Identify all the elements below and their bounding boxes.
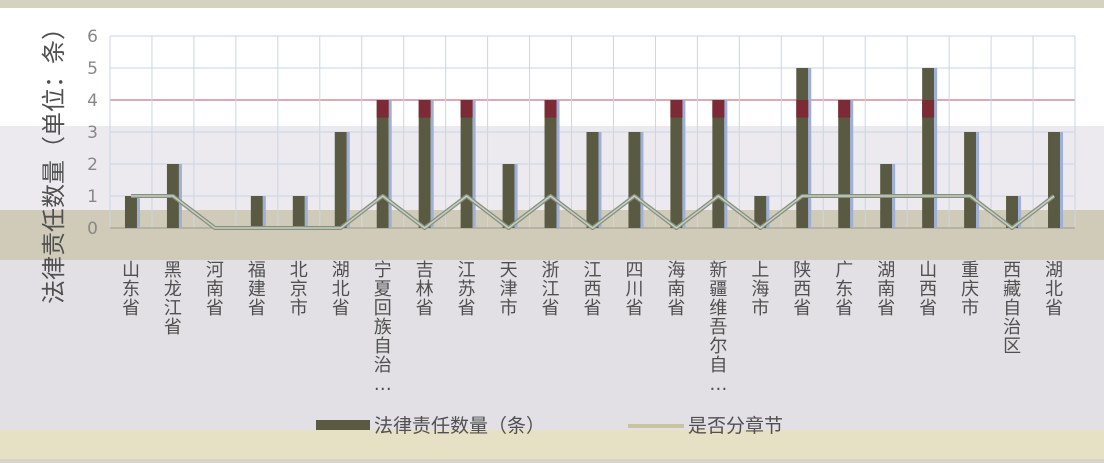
bar-side [1060,132,1064,228]
bar [922,68,935,228]
x-tick-label: 湖北省 [1045,260,1063,319]
x-tick-label: 北京市 [290,260,308,319]
bar [754,196,767,228]
x-tick-label: 河南省 [206,260,224,319]
bar [502,164,515,228]
bar-side [136,196,140,228]
legend-band [0,430,1104,459]
x-tick-label: 宁夏回族自治… [374,260,392,395]
bar-side [766,196,770,228]
bar-side [724,100,728,228]
y-axis-title: 法律责任数量（单位：条） [40,16,68,304]
legend-label-bar: 法律责任数量（条） [374,415,545,437]
bar [418,100,431,228]
y-tick-label: 0 [87,219,98,239]
y-tick-label: 2 [87,155,98,175]
bar [586,132,599,228]
x-tick-label: 湖北省 [332,260,350,319]
bar-highlight [922,100,935,118]
bar-side [682,100,686,228]
bar-highlight [796,100,809,118]
y-tick-label: 6 [87,27,98,47]
legend-swatch-bar [316,420,370,430]
bar-side [850,100,854,228]
label-area [0,260,1104,430]
x-tick-label: 天津市 [500,260,518,319]
bar-highlight [376,100,389,118]
bar-side [556,100,560,228]
x-tick-label: 新疆维吾尔自… [709,260,727,395]
bar [544,100,557,228]
x-tick-label: 四川省 [625,260,643,319]
bar-side [514,164,518,228]
bar-highlight [544,100,557,118]
bar-side [178,164,182,228]
y-tick-label: 1 [87,187,98,207]
bar [670,100,683,228]
bar [838,100,851,228]
bar [964,132,977,228]
bar-side [808,68,812,228]
x-tick-label: 湖南省 [877,260,895,319]
y-tick-label: 3 [87,123,98,143]
bar [796,68,809,228]
y-tick-label: 5 [87,59,98,79]
bar-side [598,132,602,228]
bar-side [262,196,266,228]
bar [250,196,263,228]
legend-label-line: 是否分章节 [688,415,783,437]
x-tick-label: 上海市 [751,260,769,319]
bar [628,132,641,228]
x-tick-label: 重庆市 [961,260,979,319]
x-tick-label: 江苏省 [458,260,476,319]
bar-side [976,132,980,228]
x-tick-label: 山西省 [919,260,937,319]
bar-highlight [418,100,431,118]
x-tick-label: 福建省 [248,260,266,319]
bar-side [640,132,644,228]
bar-side [472,100,476,228]
y-tick-label: 4 [87,91,98,111]
bar-highlight [460,100,473,118]
bar [1006,196,1019,228]
bar [292,196,305,228]
x-tick-label: 江西省 [584,260,602,319]
x-tick-label: 山东省 [122,260,140,319]
bar [460,100,473,228]
x-tick-label: 广东省 [835,260,853,319]
bar-side [1018,196,1022,228]
x-tick-label: 陕西省 [793,260,811,319]
x-tick-label: 黑龙江省 [164,260,182,338]
bar [124,196,137,228]
bar-side [430,100,434,228]
x-tick-label: 吉林省 [416,260,434,319]
bar [712,100,725,228]
x-tick-label: 西藏自治区 [1003,260,1021,357]
bar [1048,132,1061,228]
line-series [130,195,1055,229]
bar-highlight [670,100,683,118]
x-tick-label: 浙江省 [542,260,560,319]
bar-side [934,68,938,228]
bar-side [388,100,392,228]
bar-side [346,132,350,228]
bar-side [304,196,308,228]
x-tick-label: 海南省 [667,260,685,319]
bar [376,100,389,228]
bar [334,132,347,228]
bar-highlight [712,100,725,118]
bar-highlight [838,100,851,118]
